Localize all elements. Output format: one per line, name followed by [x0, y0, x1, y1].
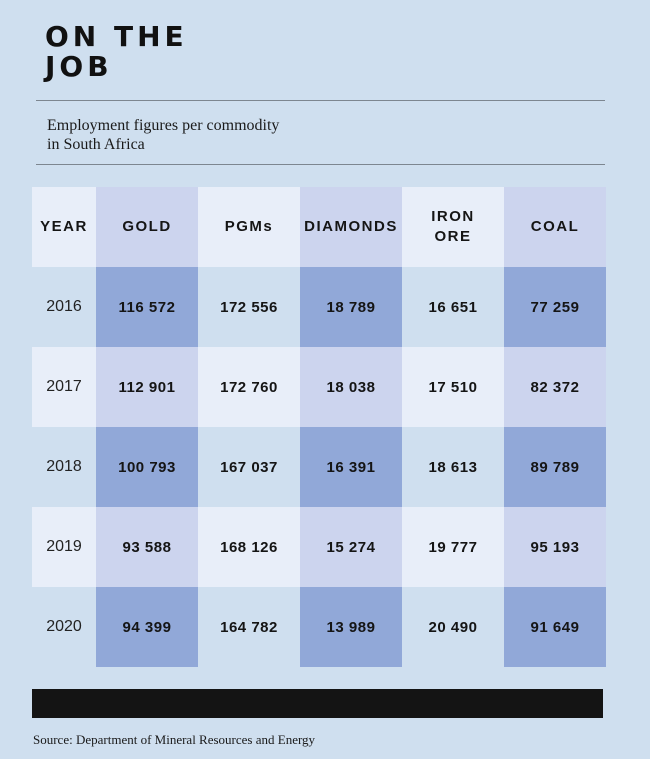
value-cell: 93 588: [96, 507, 198, 587]
employment-table: YEAR GOLD PGMs DIAMONDS IRON ORE COAL 20…: [32, 187, 606, 667]
header-diamonds: DIAMONDS: [300, 187, 402, 267]
header-gold: GOLD: [96, 187, 198, 267]
value-cell: 13 989: [300, 587, 402, 667]
value-cell: 112 901: [96, 347, 198, 427]
value-cell: 167 037: [198, 427, 300, 507]
table-row: 2017 112 901 172 760 18 038 17 510 82 37…: [32, 347, 606, 427]
year-cell: 2020: [32, 587, 96, 667]
value-cell: 91 649: [504, 587, 606, 667]
value-cell: 16 391: [300, 427, 402, 507]
value-cell: 172 760: [198, 347, 300, 427]
table-row: 2016 116 572 172 556 18 789 16 651 77 25…: [32, 267, 606, 347]
subtitle-line-2: in South Africa: [47, 136, 145, 153]
footer-bar: [32, 689, 603, 718]
year-cell: 2018: [32, 427, 96, 507]
year-cell: 2019: [32, 507, 96, 587]
title-line-1: ON THE: [45, 20, 188, 53]
value-cell: 77 259: [504, 267, 606, 347]
year-cell: 2016: [32, 267, 96, 347]
chart-subtitle: Employment figures per commodity in Sout…: [47, 116, 447, 154]
value-cell: 82 372: [504, 347, 606, 427]
title-line-2: JOB: [45, 50, 113, 83]
header-iron-ore: IRON ORE: [402, 187, 504, 267]
chart-title: ON THE JOB: [45, 22, 188, 82]
bottom-divider: [36, 164, 605, 165]
table-row: 2019 93 588 168 126 15 274 19 777 95 193: [32, 507, 606, 587]
header-pgms: PGMs: [198, 187, 300, 267]
header-row: YEAR GOLD PGMs DIAMONDS IRON ORE COAL: [32, 187, 606, 267]
value-cell: 95 193: [504, 507, 606, 587]
table-row: 2020 94 399 164 782 13 989 20 490 91 649: [32, 587, 606, 667]
value-cell: 18 038: [300, 347, 402, 427]
value-cell: 94 399: [96, 587, 198, 667]
source-note: Source: Department of Mineral Resources …: [33, 732, 316, 747]
value-cell: 164 782: [198, 587, 300, 667]
subtitle-line-1: Employment figures per commodity: [47, 117, 280, 134]
value-cell: 116 572: [96, 267, 198, 347]
header-coal: COAL: [504, 187, 606, 267]
value-cell: 18 613: [402, 427, 504, 507]
value-cell: 15 274: [300, 507, 402, 587]
value-cell: 172 556: [198, 267, 300, 347]
value-cell: 17 510: [402, 347, 504, 427]
value-cell: 168 126: [198, 507, 300, 587]
value-cell: 20 490: [402, 587, 504, 667]
value-cell: 16 651: [402, 267, 504, 347]
value-cell: 19 777: [402, 507, 504, 587]
year-cell: 2017: [32, 347, 96, 427]
value-cell: 89 789: [504, 427, 606, 507]
value-cell: 18 789: [300, 267, 402, 347]
value-cell: 100 793: [96, 427, 198, 507]
header-year: YEAR: [32, 187, 96, 267]
table-row: 2018 100 793 167 037 16 391 18 613 89 78…: [32, 427, 606, 507]
top-divider: [36, 100, 605, 101]
